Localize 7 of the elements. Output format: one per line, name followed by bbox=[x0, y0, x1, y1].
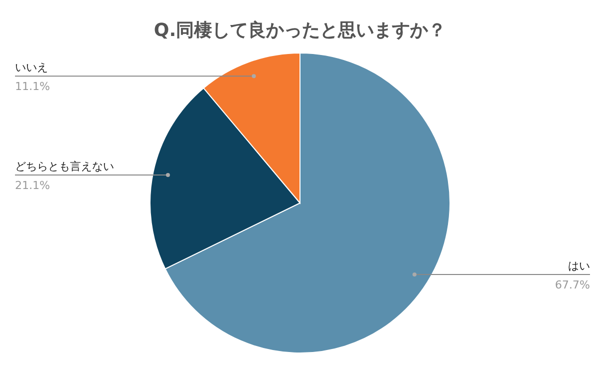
chart-title: Q.同棲して良かったと思いますか？ bbox=[154, 20, 446, 41]
data-label: 11.1% bbox=[15, 80, 50, 94]
slice-label: はい bbox=[568, 260, 590, 273]
slice-label: どちらとも言えない bbox=[15, 160, 114, 173]
data-label: 67.7% bbox=[555, 278, 590, 292]
slice-label: いいえ bbox=[15, 61, 48, 74]
data-label: 21.1% bbox=[15, 178, 50, 192]
